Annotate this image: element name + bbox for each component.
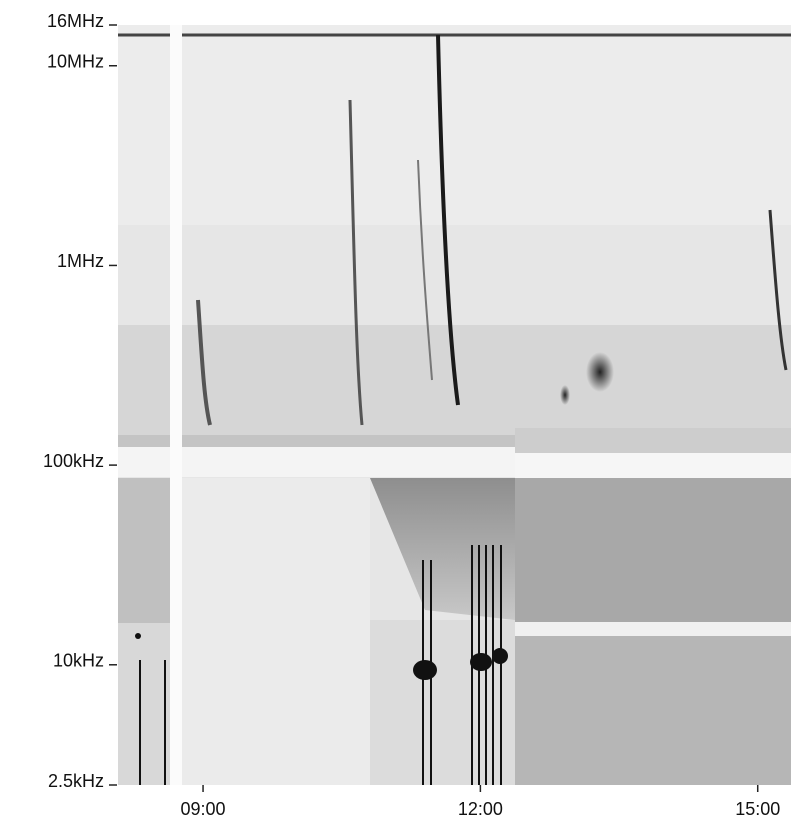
y-tick-label: 10MHz: [47, 52, 104, 72]
y-tick-label: 2.5kHz: [48, 771, 104, 791]
x-tick-label: 09:00: [181, 799, 226, 819]
y-tick-label: 10kHz: [53, 651, 104, 671]
y-tick-label: 100kHz: [43, 451, 104, 471]
spectrogram-image: [118, 25, 791, 785]
x-tick-label: 12:00: [458, 799, 503, 819]
y-tick-label: 16MHz: [47, 11, 104, 31]
x-tick-label: 15:00: [735, 799, 780, 819]
y-tick-label: 1MHz: [57, 251, 104, 271]
